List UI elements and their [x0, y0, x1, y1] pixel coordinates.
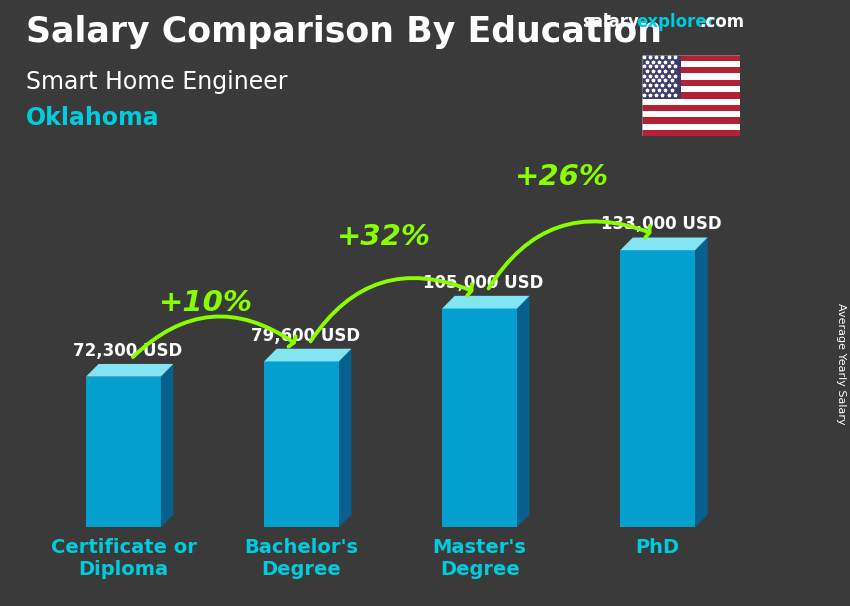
Polygon shape [264, 361, 339, 527]
Text: 105,000 USD: 105,000 USD [423, 274, 543, 292]
Polygon shape [86, 364, 173, 376]
Bar [642, 86, 740, 92]
Text: salary: salary [582, 13, 639, 32]
Bar [642, 118, 740, 124]
Polygon shape [161, 364, 173, 527]
Polygon shape [695, 238, 707, 527]
Bar [642, 80, 740, 86]
Text: explorer: explorer [636, 13, 715, 32]
Text: Smart Home Engineer: Smart Home Engineer [26, 70, 287, 94]
Polygon shape [620, 250, 695, 527]
Text: +32%: +32% [337, 223, 431, 251]
Bar [642, 99, 740, 105]
Bar [642, 124, 740, 130]
Bar [642, 130, 740, 136]
Text: +26%: +26% [514, 163, 609, 191]
Bar [642, 61, 740, 67]
Text: 133,000 USD: 133,000 USD [601, 216, 722, 233]
Polygon shape [86, 376, 161, 527]
Bar [642, 55, 740, 61]
Text: 79,600 USD: 79,600 USD [251, 327, 360, 345]
Polygon shape [620, 238, 707, 250]
Bar [642, 55, 681, 99]
Bar [642, 105, 740, 111]
Text: Salary Comparison By Education: Salary Comparison By Education [26, 15, 661, 49]
Bar [642, 92, 740, 99]
Bar [642, 73, 740, 80]
Text: Average Yearly Salary: Average Yearly Salary [836, 303, 846, 424]
Polygon shape [442, 308, 517, 527]
Text: 72,300 USD: 72,300 USD [72, 342, 182, 360]
Polygon shape [339, 348, 351, 527]
Bar [642, 111, 740, 118]
Bar [642, 67, 740, 73]
Text: Oklahoma: Oklahoma [26, 106, 159, 130]
Polygon shape [517, 296, 530, 527]
Text: +10%: +10% [158, 289, 252, 318]
Text: .com: .com [700, 13, 745, 32]
Polygon shape [442, 296, 530, 308]
Polygon shape [264, 348, 351, 361]
